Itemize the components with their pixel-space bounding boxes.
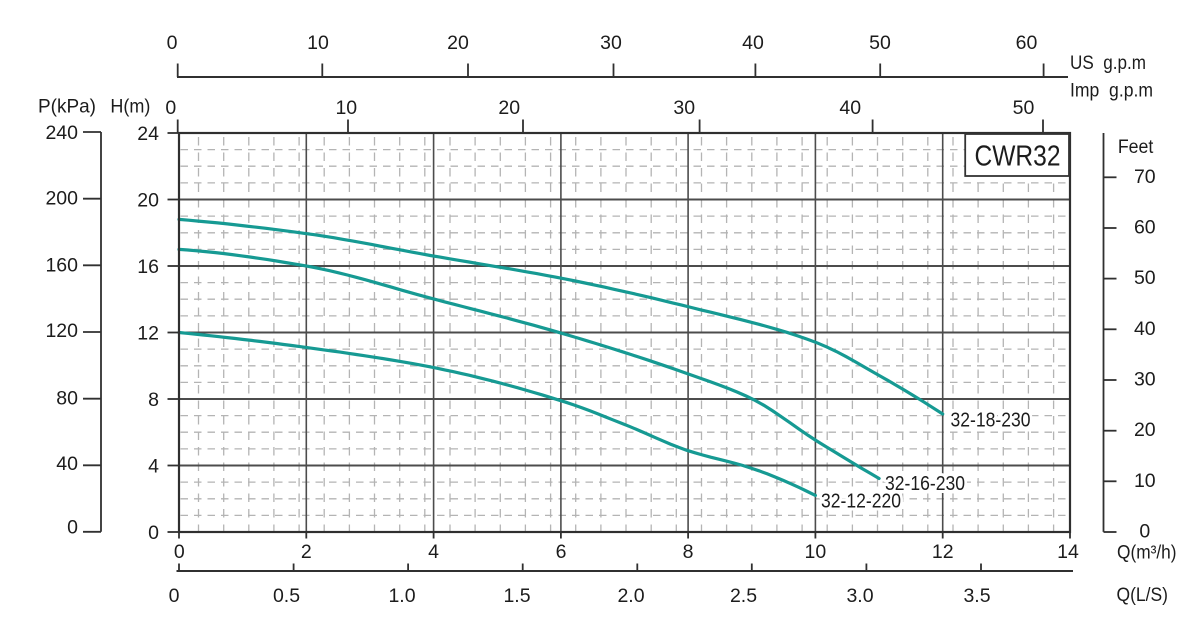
svg-text:20: 20: [1134, 419, 1156, 441]
svg-text:40: 40: [1134, 318, 1156, 340]
svg-text:H(m): H(m): [110, 96, 150, 118]
svg-text:160: 160: [45, 255, 78, 277]
svg-text:0: 0: [169, 585, 180, 607]
svg-text:40: 40: [839, 97, 861, 119]
svg-text:0: 0: [165, 97, 176, 119]
svg-text:24: 24: [137, 123, 159, 145]
svg-text:2.5: 2.5: [730, 585, 757, 607]
svg-text:CWR32: CWR32: [975, 141, 1061, 173]
svg-text:0: 0: [174, 541, 185, 563]
svg-text:Imp g.p.m: Imp g.p.m: [1070, 80, 1153, 102]
svg-text:4: 4: [148, 456, 159, 478]
svg-text:40: 40: [56, 453, 78, 475]
svg-text:6: 6: [556, 541, 567, 563]
svg-text:30: 30: [600, 32, 622, 54]
svg-text:20: 20: [498, 97, 520, 119]
svg-text:60: 60: [1134, 217, 1156, 239]
svg-text:40: 40: [742, 32, 764, 54]
svg-text:0: 0: [167, 32, 178, 54]
svg-text:1.5: 1.5: [503, 585, 530, 607]
svg-text:50: 50: [1134, 267, 1156, 289]
svg-text:30: 30: [1134, 369, 1156, 391]
svg-text:240: 240: [45, 122, 78, 144]
svg-text:32-16-230: 32-16-230: [885, 473, 965, 495]
svg-text:80: 80: [56, 388, 78, 410]
svg-text:8: 8: [683, 541, 694, 563]
svg-text:14: 14: [1057, 541, 1079, 563]
svg-text:US g.p.m: US g.p.m: [1070, 52, 1146, 74]
svg-text:8: 8: [148, 389, 159, 411]
svg-text:16: 16: [137, 256, 159, 278]
svg-text:Q(L/S): Q(L/S): [1117, 584, 1169, 606]
svg-text:0: 0: [1139, 521, 1150, 543]
svg-text:200: 200: [45, 188, 78, 210]
svg-text:12: 12: [137, 323, 159, 345]
svg-text:30: 30: [673, 97, 695, 119]
svg-text:0: 0: [148, 522, 159, 544]
svg-text:2: 2: [301, 541, 312, 563]
svg-text:Feet: Feet: [1118, 136, 1154, 158]
svg-text:0.5: 0.5: [273, 585, 300, 607]
svg-text:4: 4: [428, 541, 439, 563]
svg-text:60: 60: [1016, 32, 1038, 54]
svg-text:10: 10: [805, 541, 827, 563]
svg-text:Q(m³/h): Q(m³/h): [1117, 542, 1177, 564]
svg-text:20: 20: [137, 190, 159, 212]
svg-text:70: 70: [1134, 166, 1156, 188]
svg-text:50: 50: [1013, 97, 1035, 119]
svg-text:12: 12: [932, 541, 954, 563]
svg-text:3.0: 3.0: [846, 585, 873, 607]
svg-text:10: 10: [335, 97, 357, 119]
svg-text:32-18-230: 32-18-230: [951, 410, 1031, 432]
svg-text:1.0: 1.0: [388, 585, 415, 607]
svg-text:10: 10: [307, 32, 329, 54]
svg-text:3.5: 3.5: [963, 585, 990, 607]
svg-text:P(kPa): P(kPa): [38, 96, 96, 118]
svg-text:50: 50: [869, 32, 891, 54]
svg-text:10: 10: [1134, 470, 1156, 492]
svg-text:120: 120: [45, 320, 78, 342]
svg-text:20: 20: [447, 32, 469, 54]
svg-text:32-12-220: 32-12-220: [821, 491, 901, 513]
svg-text:2.0: 2.0: [617, 585, 644, 607]
svg-text:0: 0: [67, 517, 78, 539]
